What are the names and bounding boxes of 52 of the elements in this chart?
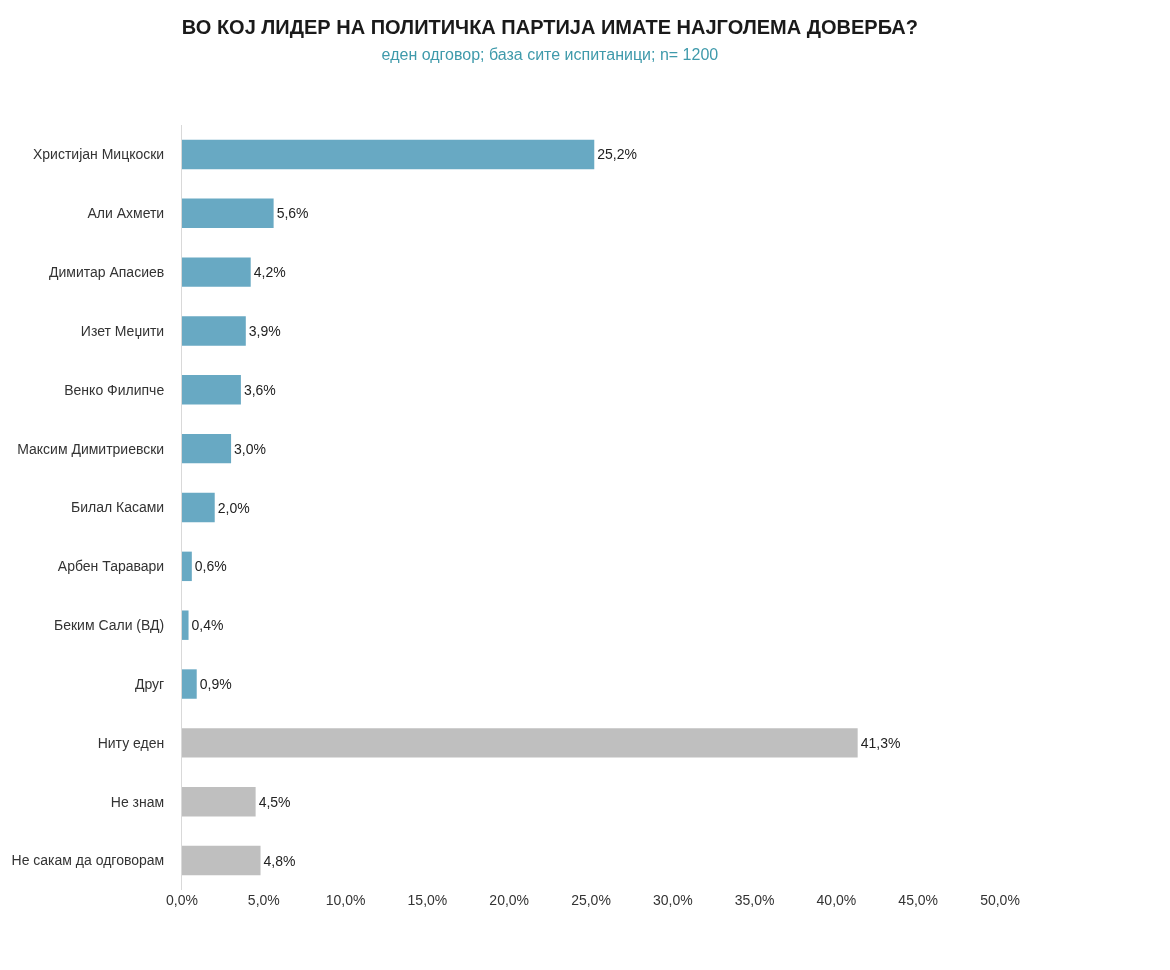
x-tick-label: 40,0% <box>816 892 857 908</box>
y-tick-label: Изет Меџити <box>80 322 165 339</box>
bar <box>182 375 241 405</box>
y-tick-label: Арбен Таравари <box>57 558 165 575</box>
bar <box>182 845 261 876</box>
x-tick-label: 5,0% <box>247 892 280 908</box>
y-tick-label: Венко Филипче <box>64 381 165 398</box>
data-label: 4,5% <box>258 793 291 810</box>
x-tick-label: 35,0% <box>734 892 775 908</box>
data-label: 0,9% <box>199 676 232 693</box>
bar <box>182 139 595 170</box>
x-tick-label: 25,0% <box>571 892 611 908</box>
data-label: 0,4% <box>191 617 224 634</box>
x-tick-label: 30,0% <box>652 892 693 908</box>
y-tick-label: Максим Димитриевски <box>17 440 165 457</box>
data-label: 3,6% <box>243 381 276 398</box>
data-label: 0,6% <box>194 558 227 575</box>
bar <box>182 787 256 817</box>
x-tick-label: 20,0% <box>489 892 530 908</box>
y-tick-label: Христијан Мицкоски <box>32 146 165 163</box>
x-tick-label: 50,0% <box>980 892 1020 908</box>
bar <box>182 257 251 287</box>
bar <box>182 610 189 640</box>
bar <box>182 316 246 346</box>
y-tick-label: Димитар Апасиев <box>48 264 165 281</box>
y-tick-label: Али Ахмети <box>87 205 165 222</box>
chart-subtitle: еден одговор; база сите испитаници; n= 1200 <box>381 45 719 63</box>
data-label: 5,6% <box>276 205 309 222</box>
bar <box>182 198 274 228</box>
data-label: 4,8% <box>263 852 296 869</box>
data-label: 3,0% <box>234 440 266 457</box>
data-label: 41,3% <box>860 734 901 751</box>
x-tick-label: 0,0% <box>166 892 198 908</box>
data-label: 2,0% <box>217 499 250 516</box>
y-tick-label: Друг <box>134 675 165 692</box>
x-tick-label: 15,0% <box>407 892 448 908</box>
data-label: 3,9% <box>248 322 281 339</box>
x-tick-label: 45,0% <box>898 892 939 908</box>
y-tick-label: Билал Касами <box>71 499 165 516</box>
y-tick-label: Ниту еден <box>97 734 165 751</box>
chart-title: ВО КОЈ ЛИДЕР НА ПОЛИТИЧКА ПАРТИЈА ИМАТЕ НАЈГОЛЕМА ДОВЕРБА? <box>181 15 918 38</box>
y-tick-label: Не знам <box>110 793 165 810</box>
bar <box>182 728 858 758</box>
data-label: 4,2% <box>253 264 286 281</box>
y-tick-label: Не сакам да одговорам <box>11 852 165 869</box>
y-tick-label: Беким Сали (ВД) <box>54 617 165 634</box>
bar <box>182 433 232 464</box>
bar <box>182 551 192 582</box>
data-label: 25,2% <box>597 146 637 163</box>
x-tick-label: 10,0% <box>325 892 366 908</box>
bar <box>182 669 197 699</box>
bar <box>182 492 215 523</box>
